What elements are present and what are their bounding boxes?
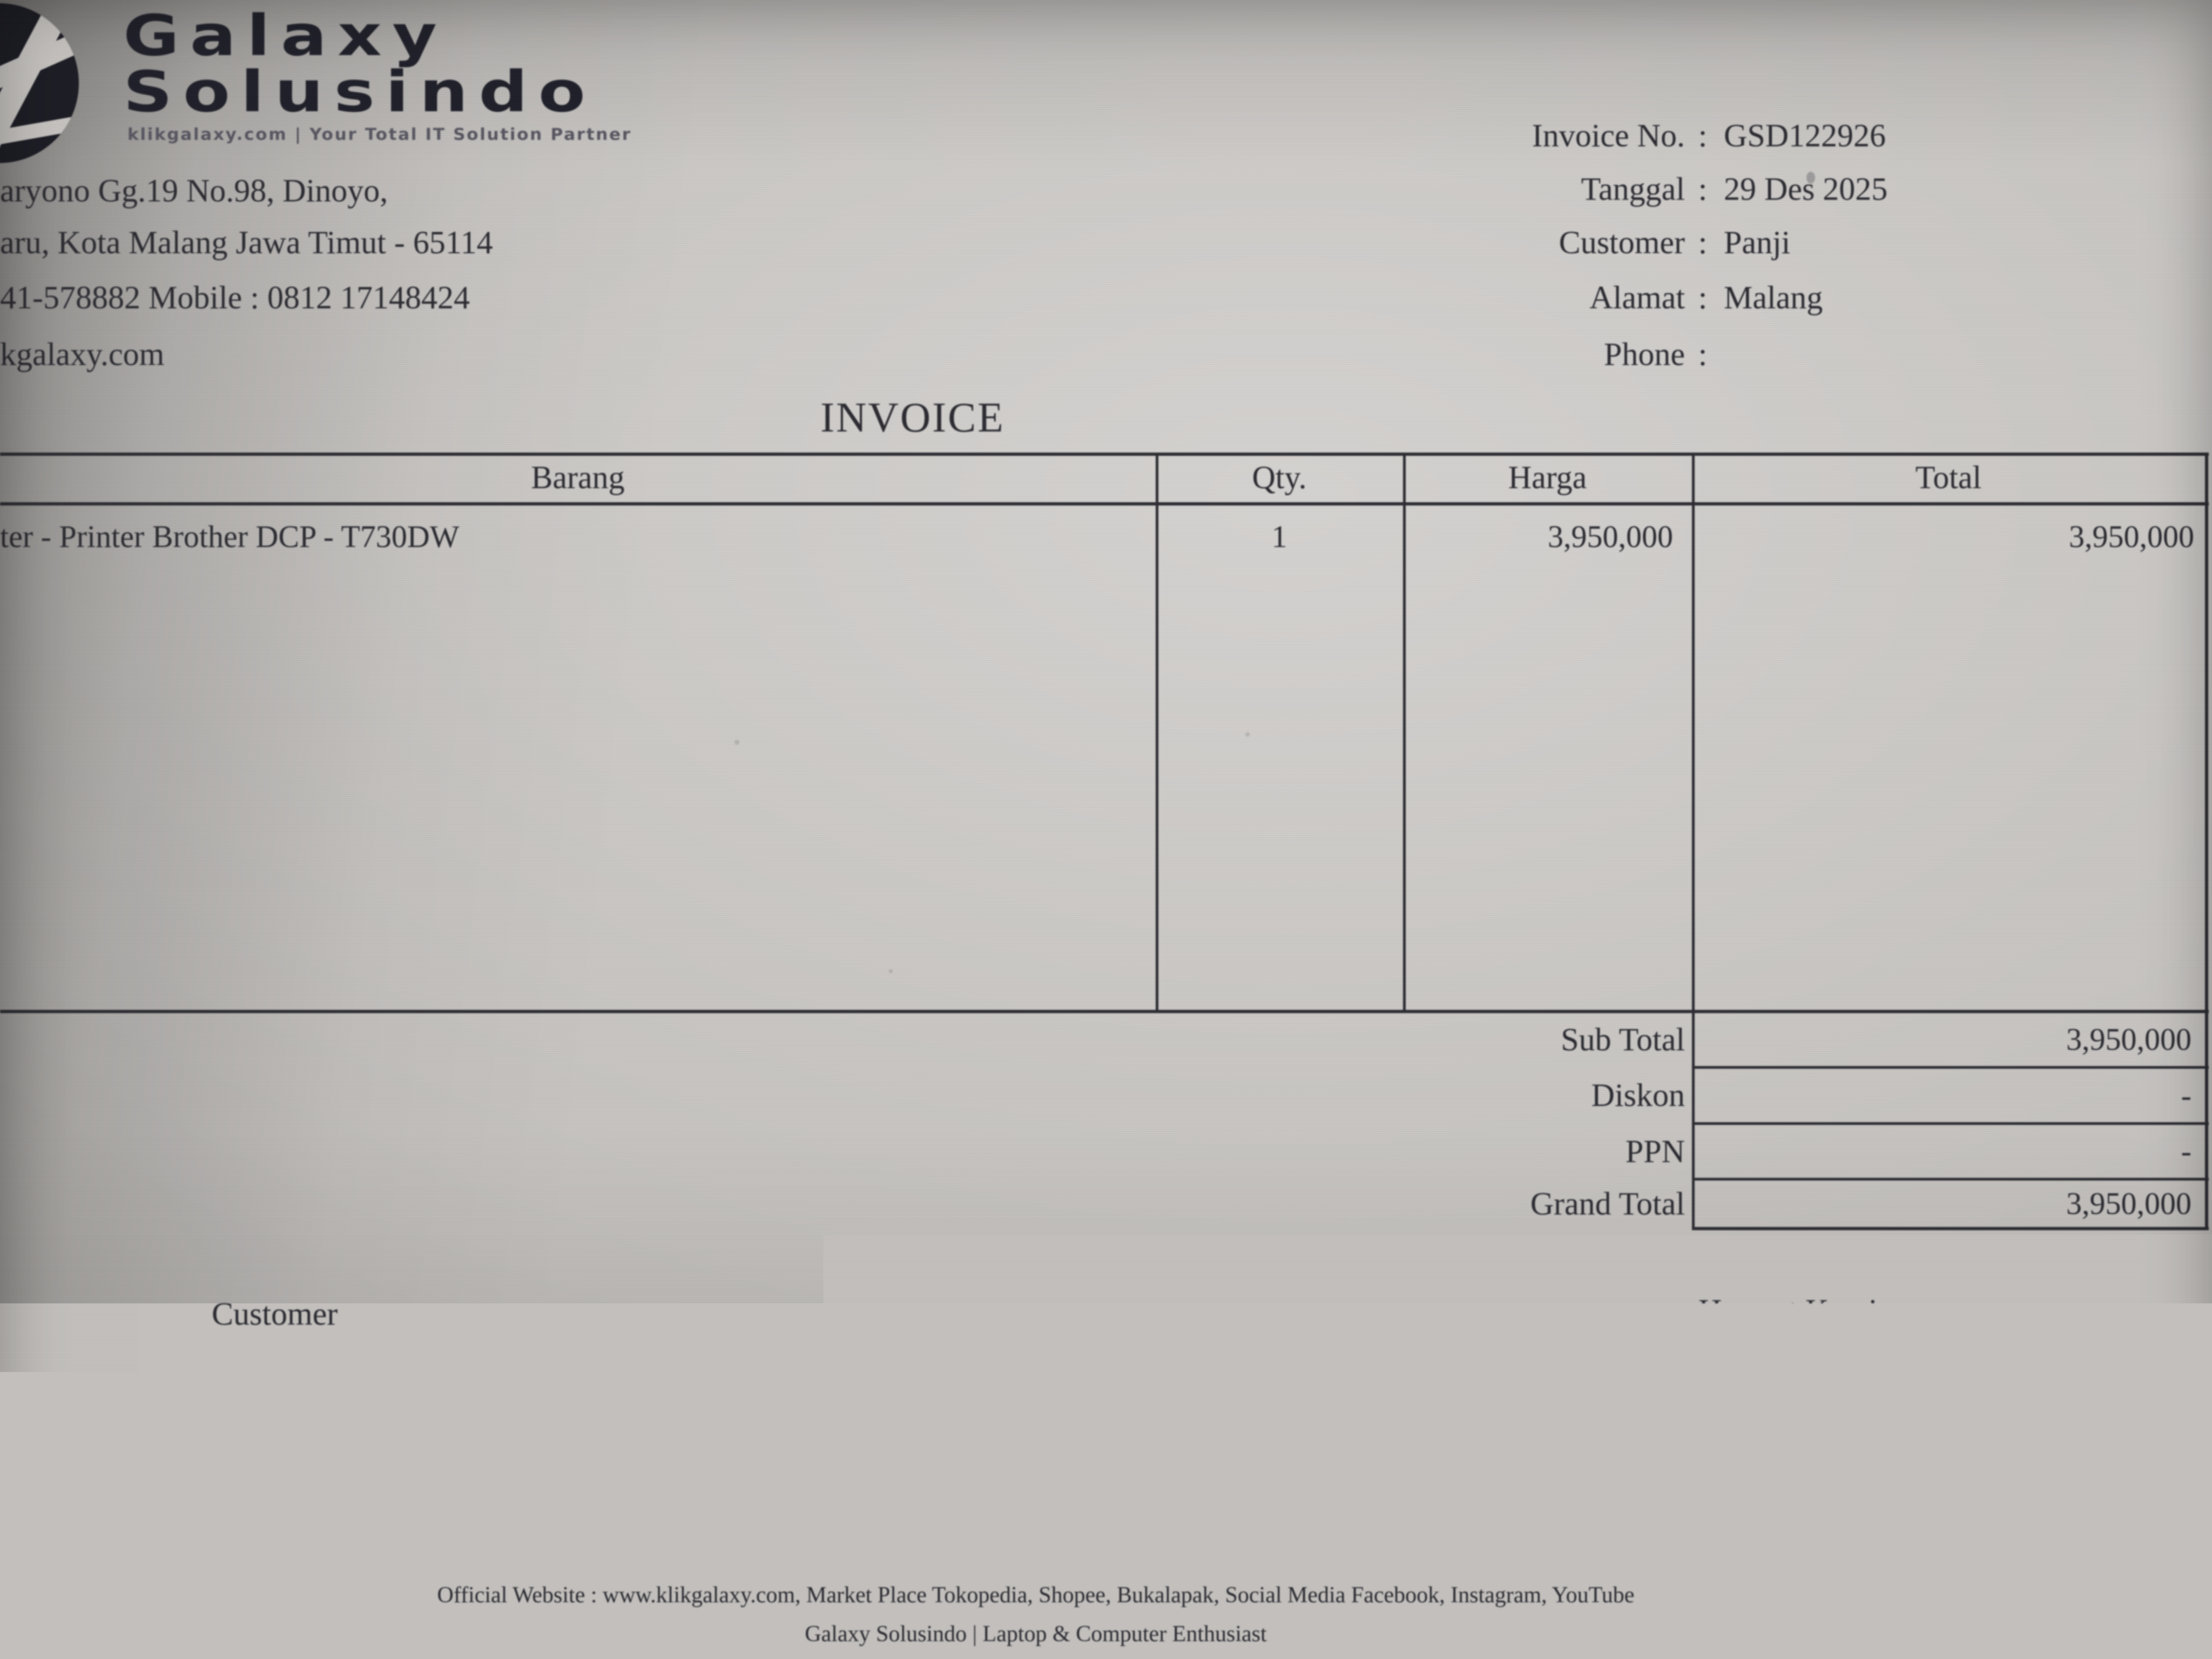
grand-total-value: 3,950,000 xyxy=(1696,1181,2191,1227)
dust-speck xyxy=(1806,172,1815,184)
subtotal-label: Sub Total xyxy=(1134,1013,1685,1066)
customer-label: Customer xyxy=(1269,215,1685,269)
subtotal-value: 3,950,000 xyxy=(1696,1013,2191,1066)
header-total: Total xyxy=(1692,453,2205,502)
tanggal-colon: : xyxy=(1689,162,1716,216)
company-tagline: klikgalaxy.com | Your Total IT Solution … xyxy=(127,125,632,144)
customer-value: Panji xyxy=(1724,215,2167,269)
dust-speck xyxy=(734,740,739,745)
address-line-3: 41-578882 Mobile : 0812 17148424 xyxy=(0,276,470,319)
diskon-value: - xyxy=(1696,1069,2191,1122)
phone-colon: : xyxy=(1689,327,1716,381)
address-line-1: aryono Gg.19 No.98, Dinoyo, xyxy=(0,169,388,212)
alamat-colon: : xyxy=(1689,271,1716,325)
invoice-document: Galaxy Solusindo klikgalaxy.com | Your T… xyxy=(0,0,2212,1659)
ppn-label: PPN xyxy=(1134,1125,1685,1178)
dust-speck xyxy=(1245,732,1250,737)
diskon-label: Diskon xyxy=(1134,1069,1685,1122)
footer-line-1: Official Website : www.klikgalaxy.com, M… xyxy=(0,1581,2142,1609)
alamat-label: Alamat xyxy=(1269,271,1685,325)
signature-customer-line: (.....................) xyxy=(178,1459,370,1497)
table-border-right xyxy=(2205,453,2208,1230)
company-name-line2: Solusindo xyxy=(123,64,596,120)
signature-customer-label: Customer : xyxy=(212,1295,355,1333)
signature-hormat-kami-label: Hormat Kami : xyxy=(1698,1292,1894,1330)
header-harga: Harga xyxy=(1403,453,1692,502)
page-title: INVOICE xyxy=(794,396,1031,439)
invoice-photo: Galaxy Solusindo klikgalaxy.com | Your T… xyxy=(0,0,2212,1659)
item-harga: 3,950,000 xyxy=(1403,514,1673,559)
invoice-no-label: Invoice No. xyxy=(1269,109,1685,163)
grand-total-label: Grand Total xyxy=(1134,1181,1685,1227)
tanggal-value: 29 Des 2025 xyxy=(1724,162,2167,216)
phone-label: Phone xyxy=(1269,327,1685,381)
customer-colon: : xyxy=(1689,215,1716,269)
company-logo-icon xyxy=(0,3,79,163)
header-barang: Barang xyxy=(0,453,1156,502)
header-qty: Qty. xyxy=(1156,453,1403,502)
signature-hormat-kami-line: (.....................) xyxy=(1695,1455,1886,1493)
dust-speck xyxy=(889,969,893,973)
alamat-value: Malang xyxy=(1724,271,2167,325)
ppn-value: - xyxy=(1696,1125,2191,1178)
invoice-no-colon: : xyxy=(1689,109,1716,163)
phone-value xyxy=(1724,327,2167,381)
invoice-no-value: GSD122926 xyxy=(1724,109,2167,163)
item-qty: 1 xyxy=(1156,514,1403,559)
column-border-harga-total xyxy=(1692,453,1695,1230)
item-total: 3,950,000 xyxy=(1692,514,2194,559)
table-border-header-bottom xyxy=(0,502,2209,505)
totals-border-bottom xyxy=(1692,1227,2209,1230)
address-line-2: aru, Kota Malang Jawa Timut - 65114 xyxy=(0,221,493,264)
item-barang: ter - Printer Brother DCP - T730DW xyxy=(0,514,1139,559)
tanggal-label: Tanggal xyxy=(1269,162,1685,216)
company-name-line1: Galaxy xyxy=(123,8,448,64)
footer-line-2: Galaxy Solusindo | Laptop & Computer Ent… xyxy=(0,1620,2142,1648)
address-line-4: kgalaxy.com xyxy=(0,333,164,376)
